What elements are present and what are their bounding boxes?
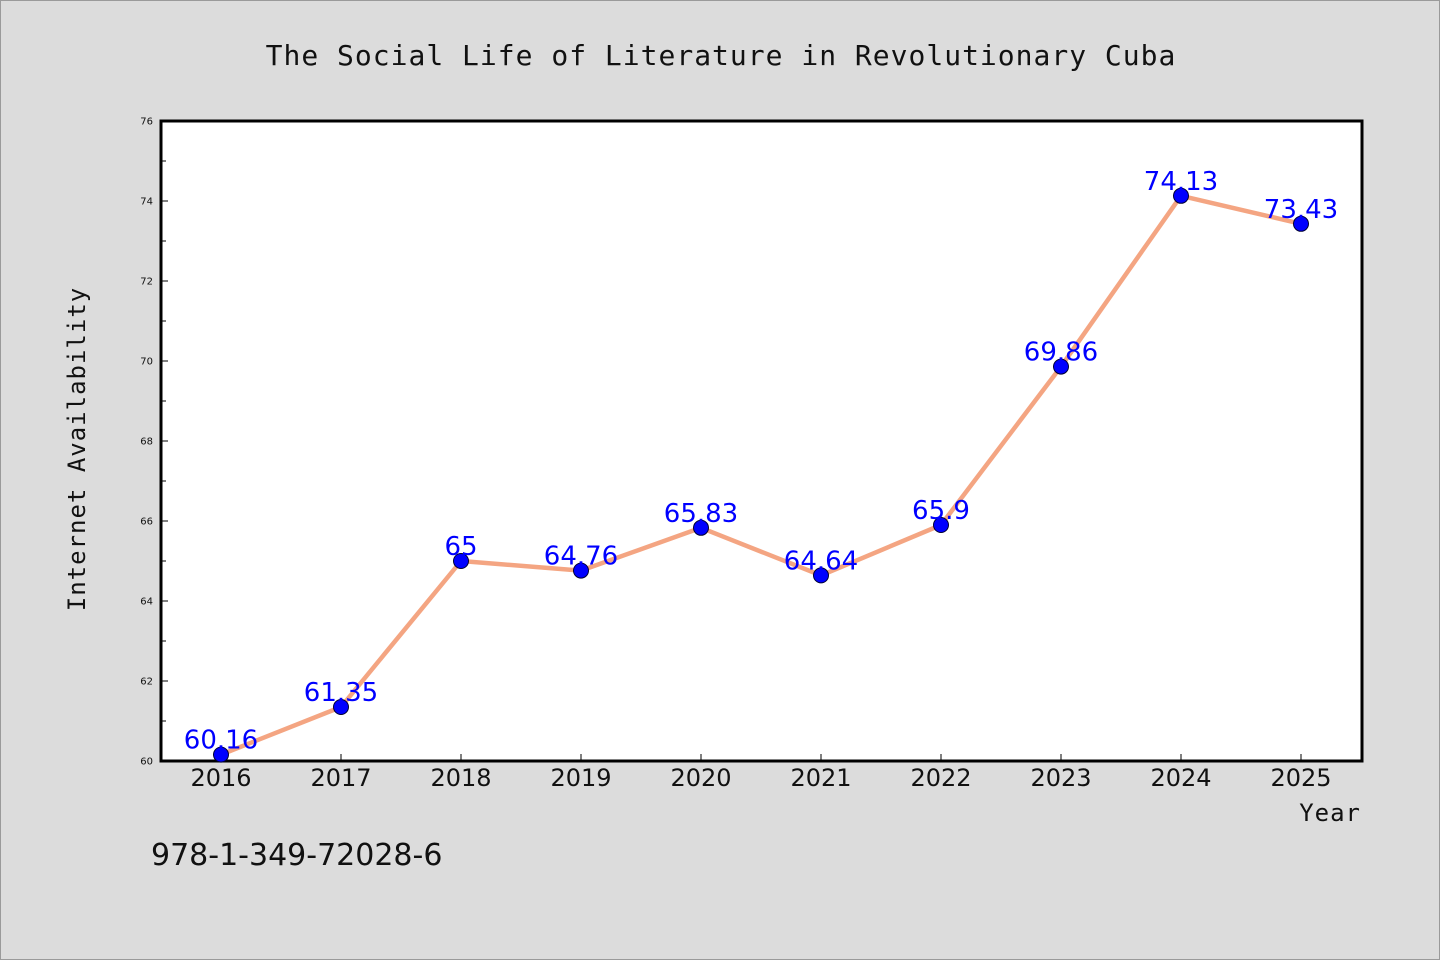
x-tick-label: 2019 bbox=[550, 764, 611, 792]
y-tick-label: 60 bbox=[140, 757, 153, 768]
data-label: 64.64 bbox=[784, 546, 858, 576]
x-tick-label: 2017 bbox=[310, 764, 371, 792]
data-point-marker bbox=[1053, 358, 1069, 375]
series-line-group bbox=[218, 193, 1304, 757]
series-line bbox=[218, 193, 1304, 757]
x-tick-label: 2022 bbox=[910, 764, 971, 792]
x-tick-label: 2025 bbox=[1270, 764, 1331, 792]
x-tick-label: 2018 bbox=[430, 764, 491, 792]
data-label: 60.16 bbox=[184, 726, 258, 756]
x-tick-label: 2024 bbox=[1150, 764, 1211, 792]
data-labels-group: 60.16 61.35 65 64.76 65.83 64.64 65.9 69.86 74.1… bbox=[184, 167, 1338, 756]
y-tick-label: 68 bbox=[140, 437, 153, 448]
y-axis-label: Internet Availability bbox=[63, 287, 91, 611]
plot-area bbox=[159, 119, 1364, 763]
y-tick-label: 64 bbox=[140, 597, 153, 608]
data-label: 73.43 bbox=[1264, 195, 1338, 225]
y-tick-label: 62 bbox=[140, 677, 153, 688]
y-tick-label: 76 bbox=[140, 117, 153, 128]
data-point-marker bbox=[573, 562, 589, 579]
data-label: 65 bbox=[444, 532, 477, 562]
data-label: 64.76 bbox=[544, 542, 618, 572]
y-tick-label: 66 bbox=[140, 517, 153, 528]
y-axis-ticks: 60 62 64 66 68 70 72 74 76 bbox=[140, 117, 168, 768]
data-point-marker bbox=[453, 553, 469, 569]
data-point-marker bbox=[933, 517, 949, 533]
data-label: 65.83 bbox=[664, 499, 738, 529]
x-tick-label: 2016 bbox=[190, 764, 251, 792]
data-point-marker bbox=[813, 567, 829, 584]
data-point-marker bbox=[1173, 187, 1189, 204]
data-label: 74.13 bbox=[1144, 167, 1218, 197]
data-label: 69.86 bbox=[1024, 338, 1098, 368]
series-markers-group bbox=[213, 187, 1309, 763]
data-point-marker bbox=[333, 699, 349, 715]
x-tick-label: 2023 bbox=[1030, 764, 1091, 792]
y-tick-label: 74 bbox=[140, 197, 153, 208]
data-label: 61.35 bbox=[304, 678, 378, 708]
data-point-marker bbox=[213, 746, 229, 763]
x-axis-ticks: 2016 2017 2018 2019 2020 2021 2022 2023 2024 2025 bbox=[190, 754, 1332, 792]
y-tick-label: 72 bbox=[140, 277, 153, 288]
y-tick-label: 70 bbox=[140, 357, 153, 368]
data-point-marker bbox=[1293, 215, 1309, 232]
x-axis-label: Year bbox=[1299, 799, 1361, 827]
x-tick-label: 2020 bbox=[670, 764, 731, 792]
isbn-text: 978-1-349-72028-6 bbox=[151, 838, 442, 873]
data-label: 65.9 bbox=[912, 496, 970, 526]
chart-title: The Social Life of Literature in Revolut… bbox=[266, 39, 1177, 72]
data-point-marker bbox=[693, 519, 709, 536]
x-tick-label: 2021 bbox=[790, 764, 851, 792]
